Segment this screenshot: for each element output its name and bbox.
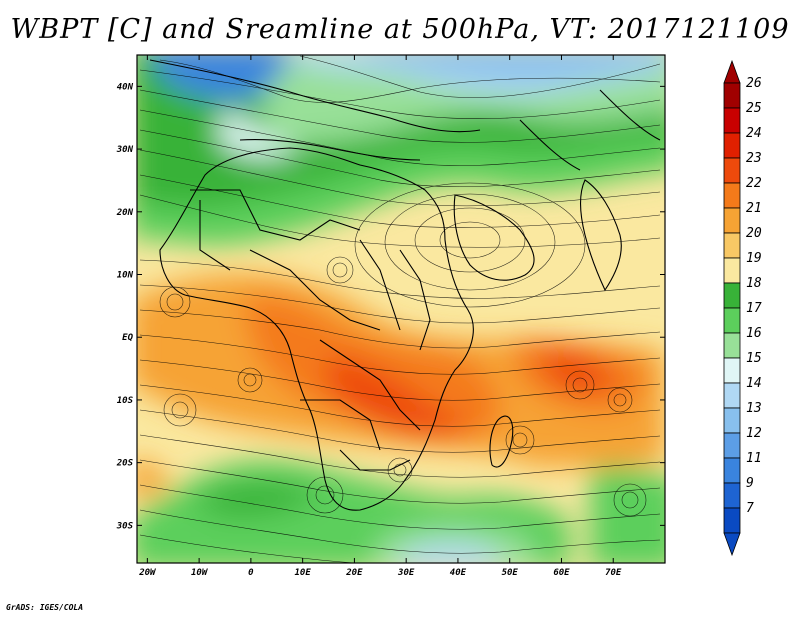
colorbar-label: 13	[746, 401, 762, 416]
colorbar-label: 20	[746, 226, 762, 241]
colorbar-swatch	[723, 382, 741, 409]
lon-tick-label: 30E	[397, 568, 415, 578]
streamlines	[139, 55, 661, 563]
lon-tick-label: 40E	[450, 568, 467, 578]
lat-tick-label: 20S	[116, 459, 134, 469]
colorbar-label: 18	[746, 276, 762, 291]
coastlines	[149, 59, 661, 511]
map-title: WBPT [C] and Sreamline at 500hPa, VT: 20…	[10, 14, 790, 45]
colorbar-label: 15	[746, 351, 762, 366]
colorbar-label: 11	[746, 451, 762, 466]
lon-tick-label: 20E	[345, 568, 363, 578]
colorbar-swatch	[723, 207, 741, 234]
colorbar-label: 26	[746, 76, 762, 91]
colorbar-label: 24	[746, 126, 762, 141]
colorbar-swatch	[723, 432, 741, 459]
colorbar-legend: 26 25 24 23 22 21 20 19 18 17 16 15 14 13 12 11 9 7	[723, 59, 762, 557]
lat-tick-label: 10N	[117, 271, 134, 281]
lon-tick-label: 10W	[191, 568, 209, 578]
colorbar-swatch	[723, 157, 741, 184]
colorbar-label: 12	[746, 426, 762, 441]
colorbar-swatch	[723, 282, 741, 309]
lon-tick-label: 50E	[502, 568, 519, 578]
colorbar-swatch	[723, 407, 741, 434]
footer-credit: GrADS: IGES/COLA	[6, 603, 84, 612]
colorbar-label: 19	[746, 251, 762, 266]
colorbar-top-arrow	[723, 59, 741, 84]
colorbar-swatch	[723, 107, 741, 134]
colorbar-swatch	[723, 257, 741, 284]
lon-tick-label: 60E	[553, 568, 570, 578]
colorbar-bottom-arrow	[723, 532, 741, 557]
colorbar-swatch	[723, 82, 741, 109]
colorbar-swatch	[723, 482, 741, 509]
lat-tick-label: 30N	[116, 145, 134, 155]
colorbar-swatch	[723, 232, 741, 259]
colorbar-swatch	[723, 332, 741, 359]
longitude-axis: 20W 10W 0 10E 20E 30E 40E 50E 60E 70E	[138, 55, 622, 578]
colorbar-label: 7	[746, 501, 754, 516]
colorbar-label: 9	[746, 476, 754, 491]
colorbar-label: 21	[746, 201, 762, 216]
lat-tick-label: 20N	[116, 208, 134, 218]
colorbar-label: 17	[746, 301, 762, 316]
colorbar-swatch	[723, 307, 741, 334]
lon-tick-label: 10E	[295, 568, 312, 578]
lat-tick-label: 30S	[116, 521, 134, 531]
colorbar-swatch	[723, 507, 741, 534]
lon-tick-label: 0	[248, 568, 254, 578]
colorbar-swatch	[723, 357, 741, 384]
lon-tick-label: 20W	[138, 568, 157, 578]
colorbar-label: 16	[746, 326, 762, 341]
colorbar-label: 22	[746, 176, 762, 191]
lat-tick-label: 40N	[117, 82, 134, 92]
lon-tick-label: 70E	[605, 568, 622, 578]
colorbar-swatch	[723, 457, 741, 484]
colorbar-label: 14	[746, 376, 762, 391]
colorbar-swatch	[723, 132, 741, 159]
colorbar-swatch	[723, 182, 741, 209]
lat-tick-label: 10S	[117, 396, 134, 406]
map-frame	[136, 54, 666, 564]
colorbar-label: 23	[746, 151, 762, 166]
latitude-axis: 40N 30N 20N 10N EQ 10S 20S 30S	[116, 82, 665, 531]
lat-tick-label: EQ	[122, 333, 133, 343]
colorbar-label: 25	[746, 101, 762, 116]
